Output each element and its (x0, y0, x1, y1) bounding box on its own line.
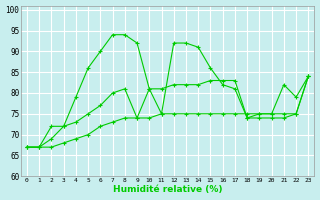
X-axis label: Humidité relative (%): Humidité relative (%) (113, 185, 222, 194)
